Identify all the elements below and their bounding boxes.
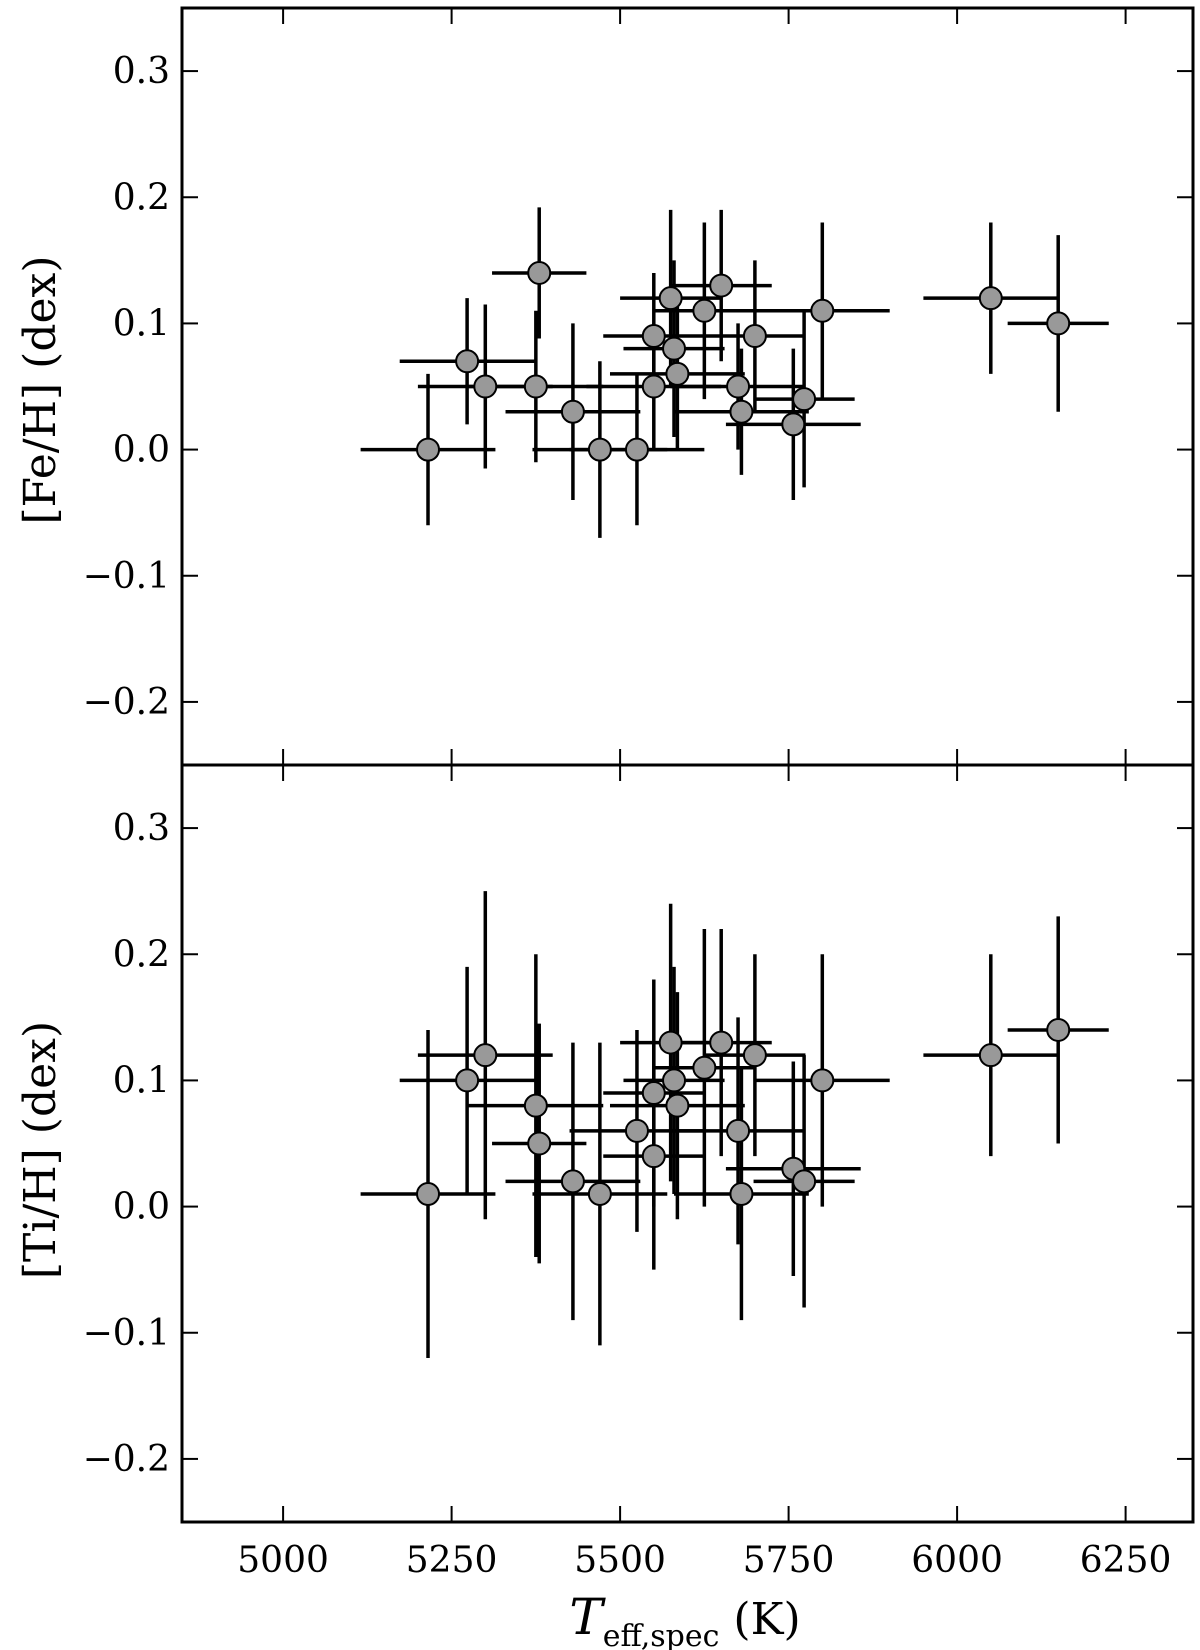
ti-data-point bbox=[729, 1181, 754, 1206]
fe-data-point bbox=[523, 374, 548, 399]
ti-data-point bbox=[624, 1118, 649, 1143]
fe-data-point bbox=[527, 260, 552, 285]
fe-data-point bbox=[641, 374, 666, 399]
ti-data-point bbox=[662, 1068, 687, 1093]
x-tick-label: 5250 bbox=[406, 1540, 498, 1581]
top-panel-fe-h: −0.2 −0.1 0.0 0.1 0.2 0.3 bbox=[83, 6, 1195, 767]
ti-data-point bbox=[587, 1181, 612, 1206]
bottom-panel-ti-h: −0.2 −0.1 0.0 0.1 0.2 0.3 5000 5250 5500 5750 6000… bbox=[83, 763, 1195, 1581]
fe-y-tick-label: 0.0 bbox=[113, 430, 170, 471]
fe-data-point bbox=[641, 324, 666, 349]
x-axis-label: Teff,spec (K) bbox=[569, 1588, 800, 1650]
fe-y-tick-label: −0.2 bbox=[83, 682, 170, 723]
ti-data-point bbox=[709, 1030, 734, 1055]
fe-data-point bbox=[560, 399, 585, 424]
x-tick-label: 5750 bbox=[743, 1540, 835, 1581]
ti-data-point bbox=[742, 1043, 767, 1068]
ti-y-tick-label: 0.1 bbox=[113, 1060, 170, 1101]
fe-data-point bbox=[978, 286, 1003, 311]
fe-y-tick-label: 0.2 bbox=[113, 177, 170, 218]
fe-data-point bbox=[473, 374, 498, 399]
ti-data-point bbox=[473, 1043, 498, 1068]
fe-data-point bbox=[729, 399, 754, 424]
fe-data-point bbox=[416, 437, 441, 462]
fe-data-point bbox=[665, 361, 690, 386]
ti-y-tick-label: −0.2 bbox=[83, 1439, 170, 1480]
x-tick-label: 5500 bbox=[574, 1540, 666, 1581]
ti-data-point bbox=[527, 1131, 552, 1156]
fe-data-point bbox=[792, 387, 817, 412]
ti-data-point bbox=[560, 1169, 585, 1194]
fe-data-point bbox=[742, 324, 767, 349]
x-tick-label: 6000 bbox=[911, 1540, 1003, 1581]
fe-data-point bbox=[726, 374, 751, 399]
fe-data-point bbox=[692, 298, 717, 323]
ti-data-point bbox=[658, 1030, 683, 1055]
fe-data-point bbox=[455, 349, 480, 374]
ti-data-point bbox=[416, 1181, 441, 1206]
ti-y-tick-label: 0.2 bbox=[113, 934, 170, 975]
y-axis-label-fe-h: [Fe/H] (dex) bbox=[15, 255, 66, 524]
ti-data-point bbox=[455, 1068, 480, 1093]
x-axis-label-subscript: eff,spec bbox=[603, 1619, 720, 1650]
ti-data-point bbox=[978, 1043, 1003, 1068]
fe-y-tick-label: 0.1 bbox=[113, 303, 170, 344]
x-axis-label-unit: (K) bbox=[719, 1594, 800, 1645]
ti-y-tick-label: 0.3 bbox=[113, 808, 170, 849]
x-tick-label: 6250 bbox=[1080, 1540, 1172, 1581]
fe-data-point bbox=[1046, 311, 1071, 336]
ti-data-point bbox=[692, 1055, 717, 1080]
fe-y-tick-label: 0.3 bbox=[113, 51, 170, 92]
ti-data-point bbox=[641, 1144, 666, 1169]
ti-data-point bbox=[726, 1118, 751, 1143]
fe-data-point bbox=[810, 298, 835, 323]
ti-plot-frame bbox=[180, 763, 1195, 1524]
fe-data-point bbox=[709, 273, 734, 298]
fe-data-point bbox=[587, 437, 612, 462]
fe-data-points bbox=[416, 260, 1071, 462]
x-tick-label: 5000 bbox=[237, 1540, 329, 1581]
fe-y-tick-label: −0.1 bbox=[83, 556, 170, 597]
fe-data-point bbox=[781, 412, 806, 437]
ti-y-tick-label: −0.1 bbox=[83, 1313, 170, 1354]
ti-data-point bbox=[1046, 1017, 1071, 1042]
ti-data-point bbox=[641, 1081, 666, 1106]
fe-error-bars bbox=[360, 207, 1109, 538]
fe-data-point bbox=[662, 336, 687, 361]
ti-data-point bbox=[810, 1068, 835, 1093]
y-axis-label-ti-h: [Ti/H] (dex) bbox=[15, 1021, 66, 1279]
ti-y-tick-label: 0.0 bbox=[113, 1187, 170, 1228]
ti-data-point bbox=[523, 1093, 548, 1118]
fe-data-point bbox=[658, 286, 683, 311]
ti-data-points bbox=[416, 1017, 1071, 1206]
ti-data-point bbox=[792, 1169, 817, 1194]
fe-data-point bbox=[624, 437, 649, 462]
ti-data-point bbox=[665, 1093, 690, 1118]
x-axis-label-main: T bbox=[569, 1588, 606, 1646]
